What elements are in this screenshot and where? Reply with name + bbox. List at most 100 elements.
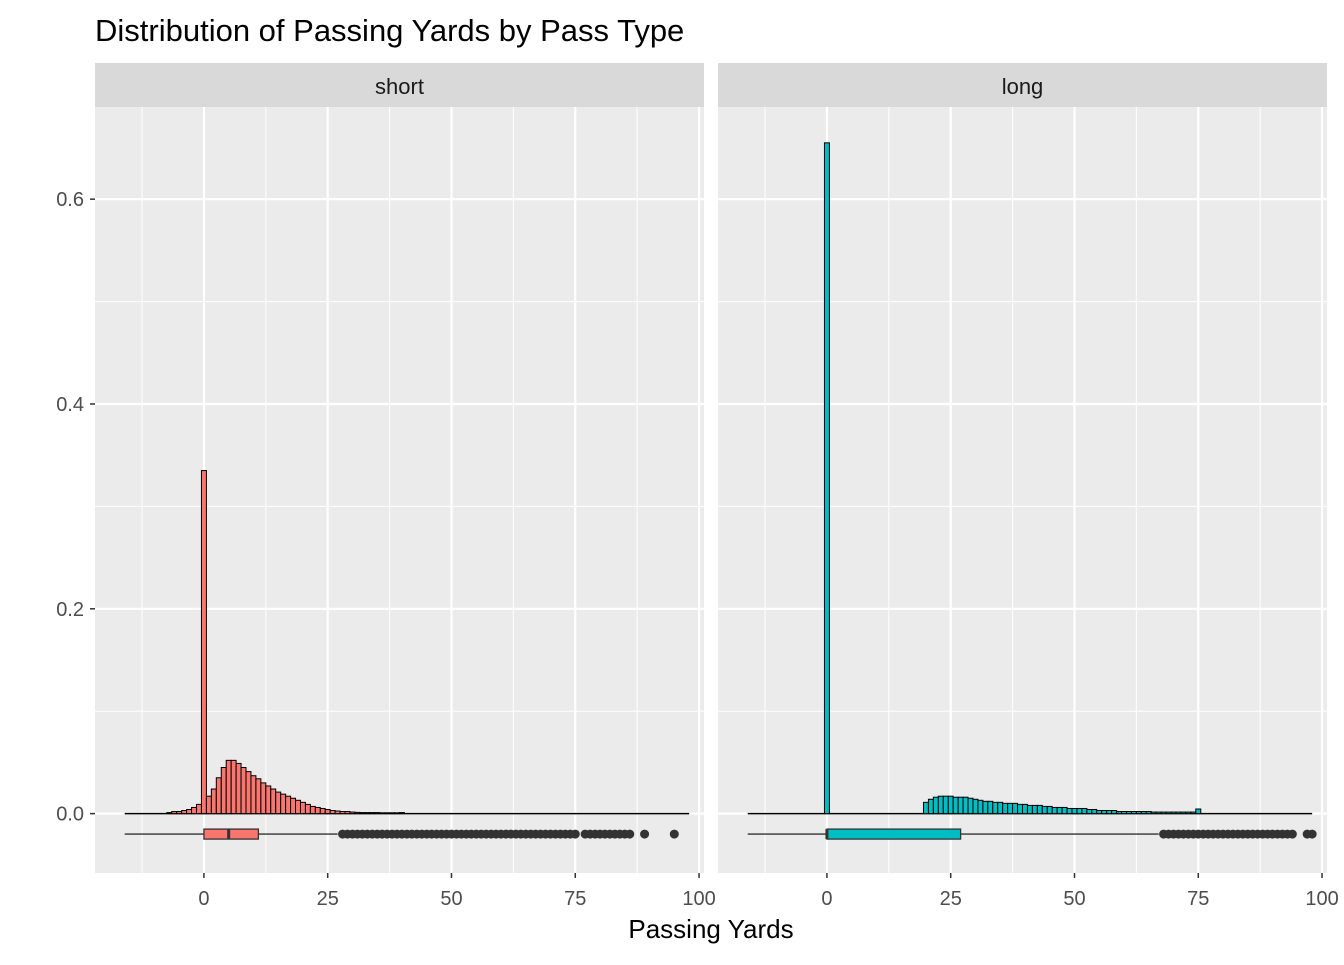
histogram-bar bbox=[334, 810, 341, 815]
y-axis-ticks: 0.0 0.2 0.4 0.6 bbox=[56, 189, 95, 826]
histogram-bar bbox=[1002, 802, 1009, 815]
histogram-bar bbox=[1155, 811, 1162, 815]
histogram-bar bbox=[1195, 808, 1202, 815]
facet-panel-short: short 0 25 50 75 100 bbox=[95, 63, 716, 910]
histogram-bar bbox=[265, 785, 272, 815]
histogram-bar bbox=[823, 142, 830, 815]
histogram-bar bbox=[947, 795, 954, 815]
histogram-bar bbox=[942, 795, 949, 815]
histogram-bar bbox=[230, 759, 237, 815]
histogram-bar bbox=[1051, 806, 1058, 815]
histogram-bar bbox=[1170, 811, 1177, 815]
histogram-bar bbox=[235, 762, 242, 815]
x-tick-label: 0 bbox=[821, 888, 832, 910]
histogram-bar bbox=[1081, 807, 1088, 815]
histogram-bar bbox=[225, 759, 232, 815]
histogram-bar bbox=[1041, 805, 1048, 815]
histogram-bar bbox=[299, 801, 306, 815]
x-tick-label: 0 bbox=[198, 888, 209, 910]
histogram-bar bbox=[374, 812, 381, 815]
histogram-bar bbox=[255, 778, 262, 815]
histogram-bar bbox=[997, 801, 1004, 815]
histogram-bars-long bbox=[747, 142, 1313, 815]
histogram-bar bbox=[1071, 807, 1078, 815]
histogram-bar bbox=[932, 796, 939, 815]
histogram-bar bbox=[1150, 811, 1157, 815]
histogram-bar bbox=[389, 812, 396, 815]
histogram-bar bbox=[1017, 803, 1023, 815]
histogram-bar bbox=[196, 803, 202, 815]
histogram-bar bbox=[354, 811, 361, 815]
histogram-bar bbox=[295, 799, 301, 815]
histogram-bar bbox=[1190, 811, 1197, 815]
facet-strip-label-long: long bbox=[1002, 74, 1044, 99]
histogram-bar bbox=[1101, 810, 1108, 815]
facet-panel-long: long 0 25 50 75 100 bbox=[718, 63, 1339, 910]
histogram-bar bbox=[1111, 810, 1118, 815]
histogram-bar bbox=[1066, 807, 1073, 815]
x-tick-label: 50 bbox=[440, 888, 462, 910]
histogram-bar bbox=[977, 799, 984, 815]
histogram-bar bbox=[210, 788, 217, 815]
histogram-bar bbox=[1076, 807, 1083, 815]
x-tick-labels-short: 0 25 50 75 100 bbox=[198, 873, 716, 910]
histogram-bar bbox=[166, 812, 173, 815]
histogram-bar bbox=[1125, 811, 1132, 815]
histogram-bar bbox=[191, 806, 198, 815]
histogram-bar bbox=[1160, 811, 1167, 815]
histogram-bar bbox=[1185, 811, 1192, 815]
histogram-bar bbox=[1130, 811, 1137, 815]
histogram-bar bbox=[1165, 811, 1172, 815]
histogram-bar bbox=[314, 806, 321, 815]
histogram-bar bbox=[1106, 810, 1113, 815]
histogram-bar bbox=[339, 811, 346, 815]
histogram-bar bbox=[220, 767, 227, 815]
histogram-bar bbox=[1145, 811, 1152, 815]
histogram-bar bbox=[1026, 804, 1033, 815]
histogram-bar bbox=[1096, 810, 1103, 815]
histogram-bar bbox=[1140, 811, 1147, 815]
x-tick-label: 100 bbox=[682, 888, 715, 910]
histogram-bar bbox=[240, 767, 247, 815]
histogram-bar bbox=[275, 791, 282, 815]
histogram-bar bbox=[399, 812, 405, 815]
histogram-bars-short bbox=[124, 470, 690, 815]
histogram-bar bbox=[364, 812, 371, 815]
histogram-bar bbox=[992, 801, 999, 815]
histogram-bar bbox=[927, 798, 934, 815]
histogram-bar bbox=[379, 812, 386, 815]
histogram-bar bbox=[1056, 806, 1063, 815]
histogram-bar bbox=[250, 775, 257, 815]
boxplot-long bbox=[747, 828, 1317, 840]
histogram-bar bbox=[1046, 805, 1053, 815]
y-tick-label: 0.0 bbox=[56, 804, 84, 826]
histogram-bar bbox=[215, 777, 222, 815]
histogram-bar bbox=[200, 470, 207, 815]
histogram-bar bbox=[1036, 804, 1043, 815]
y-tick-label: 0.6 bbox=[56, 189, 84, 211]
histogram-bar bbox=[1121, 811, 1127, 815]
histogram-bar bbox=[1116, 811, 1123, 815]
histogram-bar bbox=[1135, 811, 1142, 815]
x-tick-labels-long: 0 25 50 75 100 bbox=[821, 873, 1339, 910]
histogram-bar bbox=[319, 807, 326, 815]
panel-background-long bbox=[718, 107, 1327, 873]
histogram-bar bbox=[359, 812, 366, 815]
y-tick-label: 0.4 bbox=[56, 394, 84, 416]
histogram-bar bbox=[285, 795, 292, 815]
histogram-bar bbox=[1031, 804, 1038, 815]
histogram-bar bbox=[937, 795, 944, 815]
histogram-bar bbox=[987, 800, 994, 815]
histogram-bar bbox=[967, 797, 974, 815]
histogram-bar bbox=[205, 795, 212, 815]
histogram-bar bbox=[329, 810, 336, 815]
histogram-bar bbox=[962, 796, 969, 815]
histogram-bar bbox=[344, 811, 351, 815]
x-tick-label: 50 bbox=[1063, 888, 1085, 910]
boxplot-outlier-point bbox=[1287, 829, 1297, 839]
x-tick-label: 75 bbox=[564, 888, 586, 910]
histogram-bar bbox=[957, 796, 964, 815]
facet-strip-long bbox=[718, 63, 1327, 107]
